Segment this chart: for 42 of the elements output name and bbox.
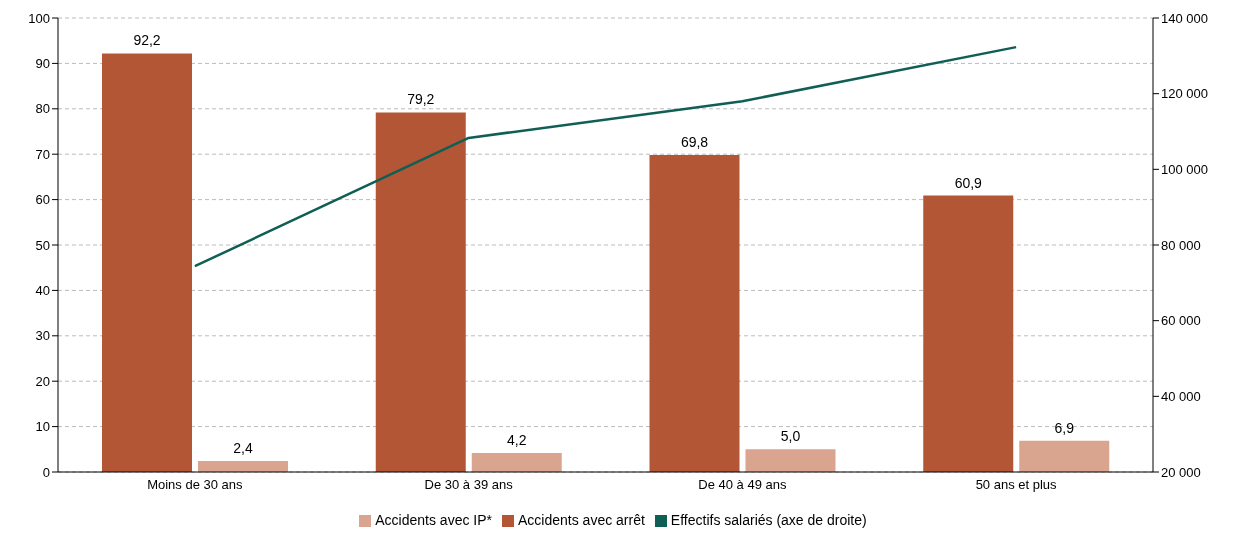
x-tick-label: Moins de 30 ans	[147, 477, 244, 493]
y-tick-label: 10	[35, 419, 50, 435]
line-series	[193, 45, 1018, 268]
y2-tick-label: 100 000	[1161, 161, 1208, 177]
y2-tick-label: 40 000	[1161, 388, 1201, 404]
bar	[471, 452, 562, 472]
y2-tick-label: 140 000	[1161, 10, 1208, 26]
legend-label: Accidents avec arrêt	[518, 512, 645, 528]
y-tick-label: 30	[35, 328, 50, 344]
bar	[745, 449, 836, 472]
y-tick-label: 80	[35, 101, 50, 117]
y-tick-label: 20	[35, 373, 50, 389]
x-tick-label: 50 ans et plus	[975, 477, 1058, 493]
y-tick-label: 0	[42, 464, 50, 480]
data-label: 5,0	[780, 428, 801, 445]
bar	[649, 155, 740, 472]
y2-tick-label: 120 000	[1161, 86, 1208, 102]
data-label: 60,9	[954, 174, 983, 191]
x-tick-label: De 40 à 49 ans	[698, 477, 787, 493]
data-label: 69,8	[680, 134, 709, 151]
y-tick-label: 40	[35, 283, 50, 299]
bar	[1019, 440, 1110, 472]
y-tick-label: 90	[35, 56, 50, 72]
y-tick-label: 70	[35, 146, 50, 162]
data-label: 6,9	[1054, 419, 1075, 436]
data-label: 4,2	[507, 431, 527, 448]
y2-tick-label: 60 000	[1161, 313, 1201, 329]
data-label: 79,2	[407, 91, 435, 108]
y-tick-label: 50	[35, 237, 50, 253]
y2-tick-label: 80 000	[1161, 237, 1201, 253]
bar	[923, 195, 1014, 472]
legend-label: Accidents avec IP*	[375, 512, 493, 528]
y2-tick-label: 20 000	[1161, 464, 1201, 480]
data-label: 2,4	[233, 440, 253, 457]
data-label: 92,2	[133, 32, 161, 49]
bar	[198, 461, 288, 472]
x-tick-label: De 30 à 39 ans	[424, 477, 514, 493]
legend-label: Effectifs salariés (axe de droite)	[670, 512, 867, 528]
bar	[375, 112, 466, 472]
y-tick-label: 100	[28, 10, 50, 26]
bar	[102, 53, 192, 472]
y-tick-label: 60	[35, 192, 50, 208]
